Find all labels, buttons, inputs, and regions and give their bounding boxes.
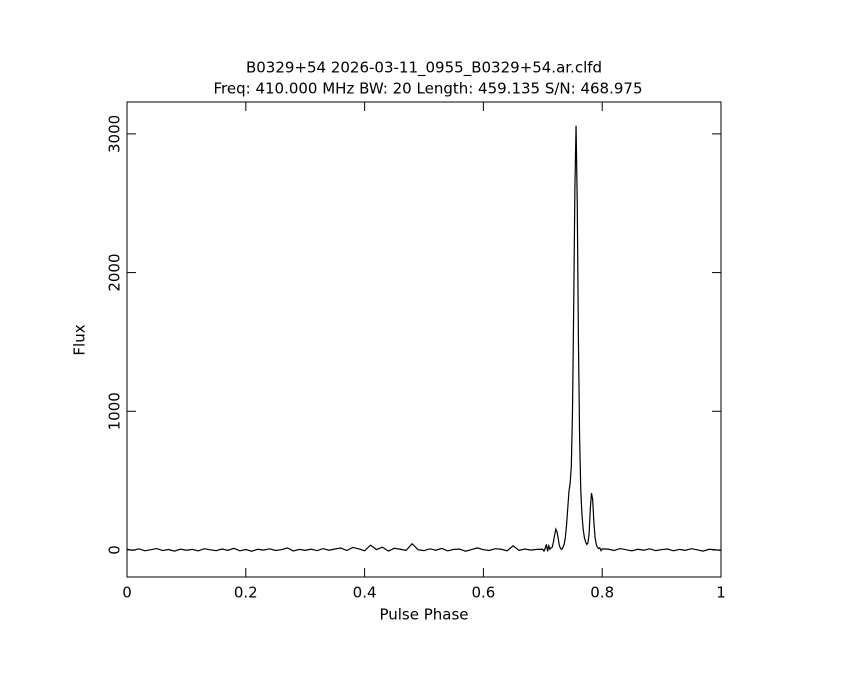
y-tick-label: 2000 <box>106 253 124 291</box>
x-tick-label: 0 <box>122 584 132 602</box>
y-tick-label: 1000 <box>106 392 124 430</box>
chart-title: B0329+54 2026-03-11_0955_B0329+54.ar.clf… <box>246 59 602 78</box>
profile-line <box>126 125 722 553</box>
x-tick-label: 0.2 <box>234 584 258 602</box>
y-axis-label: Flux <box>71 324 89 355</box>
y-tick-label: 3000 <box>106 115 124 153</box>
y-tick-label: 0 <box>106 545 124 555</box>
chart-subtitle: Freq: 410.000 MHz BW: 20 Length: 459.135… <box>214 80 643 98</box>
x-axis-label: Pulse Phase <box>379 606 468 624</box>
x-tick-label: 0.8 <box>590 584 614 602</box>
x-tick-label: 0.6 <box>471 584 495 602</box>
x-tick-label: 0.4 <box>353 584 377 602</box>
plot-frame <box>126 101 722 578</box>
x-tick-label: 1 <box>716 584 726 602</box>
